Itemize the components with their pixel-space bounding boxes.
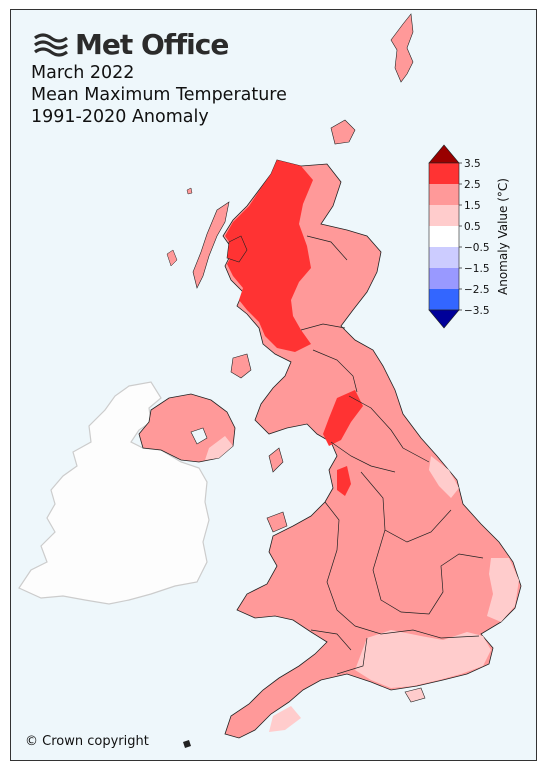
colorbar-bin (429, 289, 459, 310)
great-britain-landmass (222, 159, 522, 739)
met-office-logo: Met Office (33, 28, 229, 61)
colorbar-bin (429, 163, 459, 184)
shetland-islands (390, 13, 414, 83)
uk-anomaly-map: 3.5 2.5 1.5 0.5 −0.5 −1.5 −2.5 −3.5 Anomaly Valu… (18, 13, 522, 748)
map-frame: 3.5 2.5 1.5 0.5 −0.5 −1.5 −2.5 −3.5 Anomaly Valu… (10, 9, 537, 761)
colorbar-bin (429, 226, 459, 247)
colorbar-tick-label: −3.5 (464, 305, 490, 317)
colorbar: 3.5 2.5 1.5 0.5 −0.5 −1.5 −2.5 −3.5 Anomaly Valu… (428, 144, 510, 329)
lewis-north (166, 249, 178, 267)
cumbria-high-anomaly-zone (323, 390, 363, 446)
east-coast-low-anomaly-zone (429, 456, 459, 498)
colorbar-tick-label: 0.5 (464, 221, 481, 233)
colorbar-bin (429, 184, 459, 205)
orkney-islands (330, 119, 356, 145)
title-variable: Mean Maximum Temperature (31, 85, 287, 105)
scilly-isles (183, 740, 191, 748)
ireland-landmass (18, 381, 210, 605)
cornwall-low-anomaly-zone (269, 706, 301, 732)
st-kilda (186, 187, 193, 195)
south-england-low-anomaly-zone (355, 630, 491, 688)
title-baseline: 1991-2020 Anomaly (31, 107, 209, 127)
met-office-wordmark: Met Office (75, 28, 229, 61)
colorbar-tick-label: −2.5 (464, 284, 490, 296)
scotland-high-anomaly-zone (225, 160, 313, 352)
colorbar-over-triangle (428, 144, 460, 164)
colorbar-tick-label: −1.5 (464, 263, 490, 275)
colorbar-bin (429, 247, 459, 268)
lancashire-high-anomaly-zone (337, 466, 351, 496)
isle-of-wight (404, 687, 426, 703)
islay-island (230, 353, 252, 379)
isle-of-man (268, 447, 284, 473)
met-office-waves-icon (34, 32, 68, 57)
title-month: March 2022 (31, 63, 135, 83)
skye-island (226, 235, 248, 263)
colorbar-bin (429, 205, 459, 226)
colorbar-tick-label: 3.5 (464, 158, 481, 170)
colorbar-tick-label: −0.5 (464, 242, 490, 254)
colorbar-bin (429, 268, 459, 289)
colorbar-under-triangle (428, 309, 460, 329)
colorbar-tick-label: 2.5 (464, 179, 481, 191)
ni-east-low-zone (205, 436, 233, 460)
map-title: March 2022 Mean Maximum Temperature 1991… (31, 62, 287, 128)
colorbar-tick-label: 1.5 (464, 200, 481, 212)
region-boundaries (300, 235, 484, 675)
copyright-notice: © Crown copyright (25, 734, 149, 749)
ni-lough-neagh (190, 427, 208, 445)
east-anglia-low-anomaly-zone (487, 558, 519, 622)
anglesey-island (266, 511, 288, 533)
outer-hebrides (192, 201, 230, 289)
colorbar-title: Anomaly Value (°C) (496, 178, 510, 295)
